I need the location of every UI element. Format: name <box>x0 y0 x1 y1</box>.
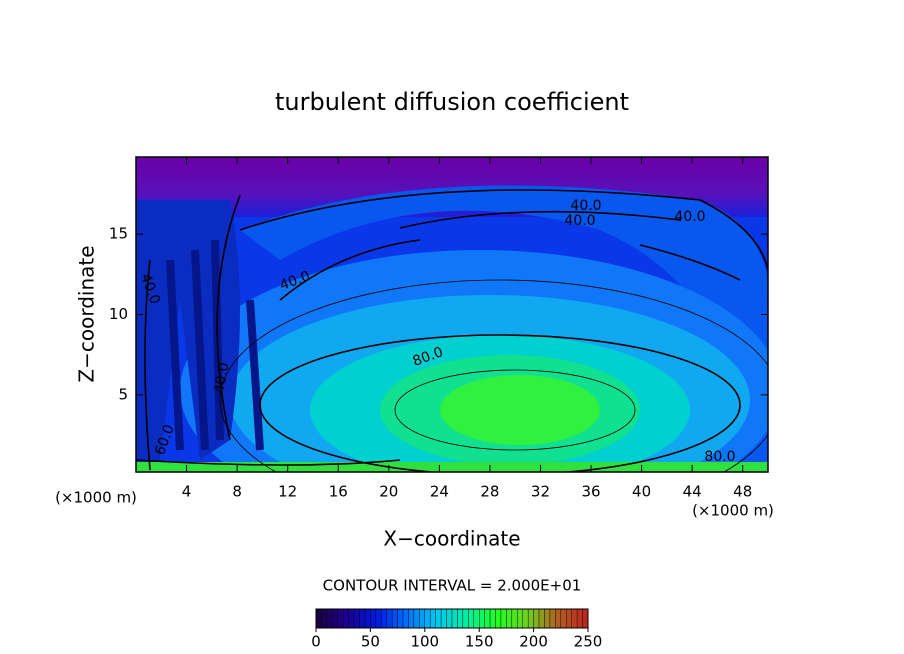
x-tick-label: 20 <box>379 483 398 501</box>
colorbar-cell <box>538 608 545 629</box>
y-tick-label: 10 <box>109 305 128 323</box>
colorbar-tick-label: 0 <box>311 633 321 651</box>
contour-label: 40.0 <box>564 213 595 229</box>
colorbar-cell <box>408 608 415 629</box>
colorbar-cell <box>381 608 387 629</box>
y-tick-label: 5 <box>118 385 128 403</box>
colorbar-cell <box>468 608 474 629</box>
colorbar-cell <box>402 608 409 629</box>
colorbar-cell <box>511 608 518 629</box>
x-tick-label: 12 <box>278 483 297 501</box>
colorbar-tick-label: 250 <box>574 633 603 651</box>
colorbar-cell <box>348 608 355 629</box>
colorbar-cell <box>533 608 540 629</box>
x-unit-label: (×1000 m) <box>55 489 137 507</box>
colorbar-cell <box>517 608 523 629</box>
colorbar-cell <box>353 608 360 629</box>
x-tick-label: 16 <box>329 483 348 501</box>
x-tick-label: 24 <box>430 483 449 501</box>
chart-title: turbulent diffusion coefficient <box>275 88 629 116</box>
colorbar-cell <box>522 608 529 629</box>
colorbar-tick-label: 50 <box>361 633 380 651</box>
y-axis-label: Z−coordinate <box>75 245 99 382</box>
colorbar-cell <box>500 608 507 629</box>
colorbar-tick-label: 100 <box>410 633 439 651</box>
colorbar-cell <box>386 608 393 629</box>
x-tick-label: 40 <box>632 483 651 501</box>
x-tick-label: 48 <box>733 483 752 501</box>
colorbar-cell <box>391 608 398 629</box>
colorbar-cell <box>576 608 583 629</box>
colorbar-cell <box>430 608 436 629</box>
colorbar-cell <box>359 608 366 629</box>
colorbar-cell <box>326 608 333 629</box>
colorbar-cell <box>332 608 338 629</box>
x-tick-label: 8 <box>232 483 242 501</box>
colorbar-cell <box>544 608 551 629</box>
colorbar-cell <box>370 608 377 629</box>
contour-field <box>136 157 768 472</box>
colorbar-cell <box>560 608 567 629</box>
colorbar-cell <box>451 608 458 629</box>
colorbar-cell <box>343 608 349 629</box>
contour-label: 40.0 <box>570 198 601 214</box>
colorbar-cell <box>446 608 453 629</box>
colorbar-cell <box>321 608 328 629</box>
colorbar-tick-label: 200 <box>519 633 548 651</box>
colorbar-cell <box>375 608 382 629</box>
colorbar-cell <box>495 608 502 629</box>
colorbar-cell <box>337 608 344 629</box>
colorbar-cell <box>435 608 442 629</box>
contour-label: 80.0 <box>704 449 735 465</box>
contour-label: 40.0 <box>211 361 232 394</box>
colorbar-cell <box>440 608 447 629</box>
colorbar-cell <box>527 608 534 629</box>
colorbar-cell <box>555 608 561 629</box>
colorbar-frame <box>315 608 589 629</box>
colorbar-cell <box>413 608 420 629</box>
colorbar-cell <box>571 608 578 629</box>
colorbar-cell <box>479 608 485 629</box>
colorbar-cell <box>315 608 322 629</box>
colorbar-cell <box>506 608 513 629</box>
y-tick-label: 15 <box>109 225 128 243</box>
x-tick-label: 36 <box>581 483 600 501</box>
colorbar-cell <box>364 608 371 629</box>
x-tick-label: 44 <box>683 483 702 501</box>
colorbar-cell <box>566 608 572 629</box>
colorbar-tick-label: 150 <box>465 633 494 651</box>
colorbar-cell <box>549 608 556 629</box>
x-tick-label: 28 <box>480 483 499 501</box>
colorbar-cell <box>484 608 491 629</box>
colorbar-cell <box>419 608 425 629</box>
colorbar-cell <box>473 608 480 629</box>
x-axis-label: X−coordinate <box>383 527 520 551</box>
contour-label: 40.0 <box>674 209 705 225</box>
colorbar-cell <box>424 608 431 629</box>
colorbar-cell <box>457 608 464 629</box>
contour-interval: CONTOUR INTERVAL = 2.000E+01 <box>323 577 582 595</box>
x-tick-label: 4 <box>182 483 192 501</box>
colorbar-cell <box>462 608 469 629</box>
x-unit-label: (×1000 m) <box>692 502 774 520</box>
colorbar-cell <box>397 608 404 629</box>
colorbar-cell <box>582 608 589 629</box>
colorbar-cell <box>489 608 496 629</box>
x-tick-label: 32 <box>531 483 550 501</box>
